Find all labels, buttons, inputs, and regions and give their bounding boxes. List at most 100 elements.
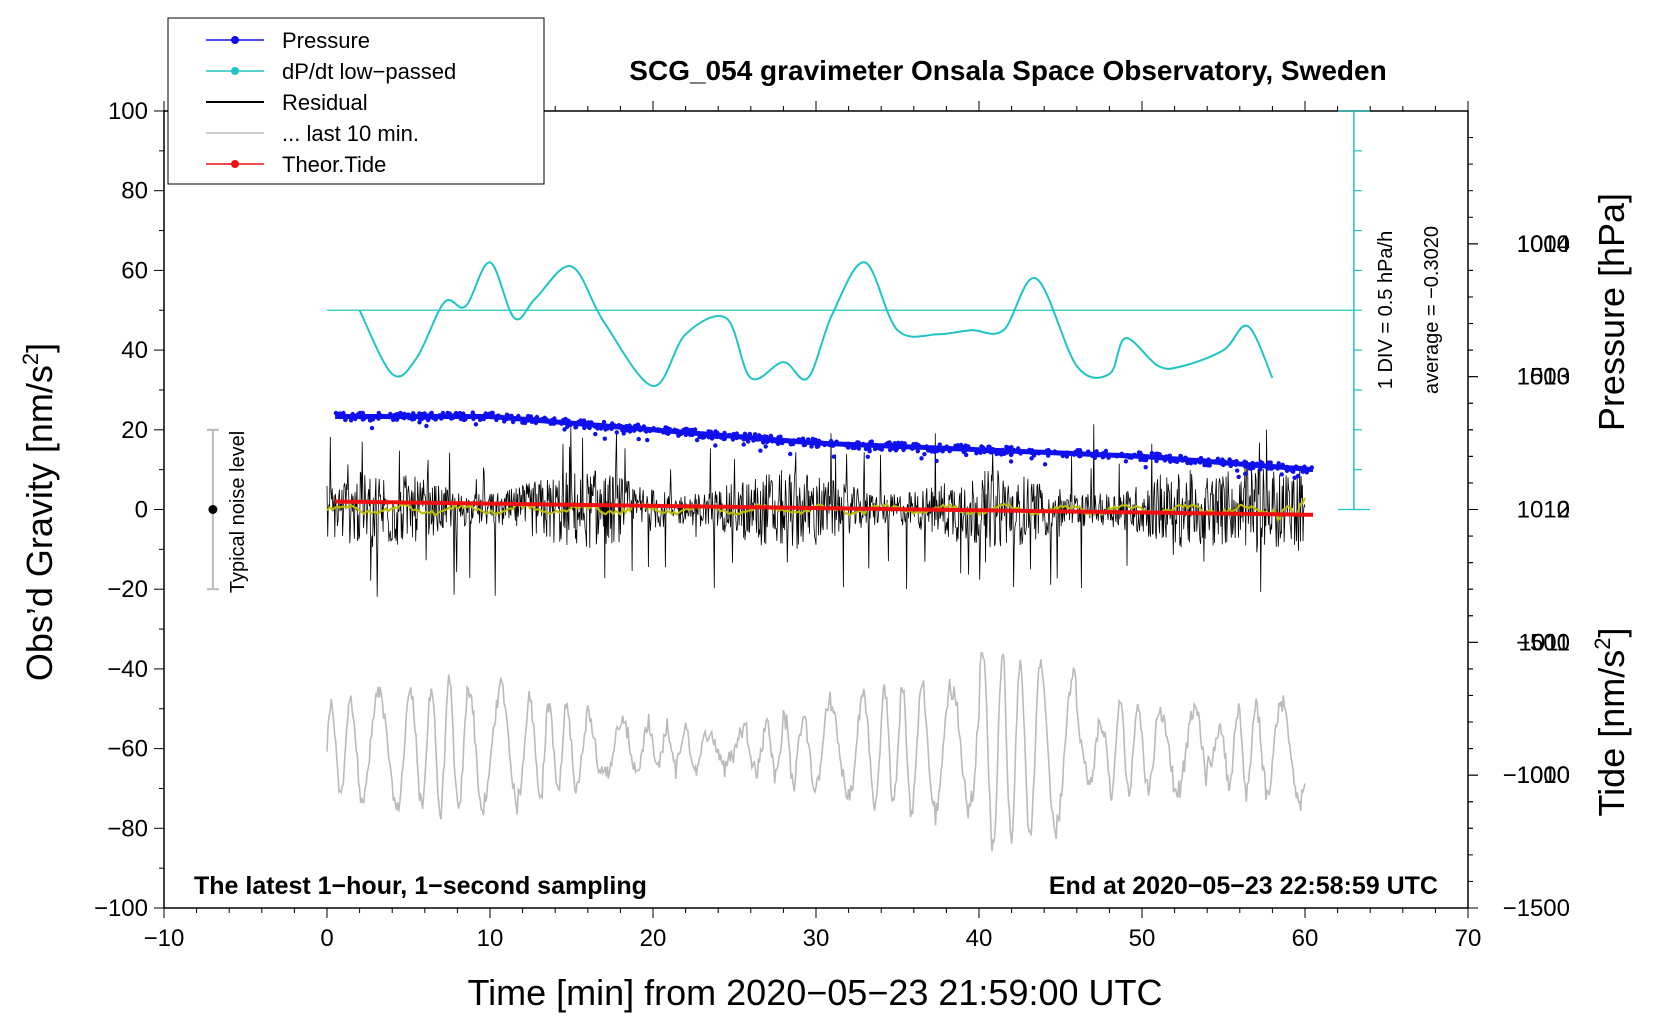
legend-label: Theor.Tide — [282, 152, 386, 177]
pressure-point — [865, 454, 870, 459]
pressure-point — [552, 416, 557, 421]
pressure-point — [810, 441, 815, 446]
pressure-point — [919, 456, 924, 461]
pressure-point — [883, 443, 889, 448]
pressure-point — [440, 410, 446, 416]
pressure-point — [872, 446, 878, 452]
pressure-point — [947, 449, 952, 454]
dpdt-scale-label: 1 DIV = 0.5 hPa/h — [1375, 231, 1397, 389]
legend-marker — [231, 160, 239, 168]
legend-item: Pressure — [206, 28, 370, 53]
y-tick-label: −60 — [107, 736, 148, 763]
pressure-point — [578, 419, 583, 425]
pressure-point — [1260, 460, 1265, 466]
y-axis-label-tide-sup: 2 — [1590, 638, 1615, 650]
pressure-point — [1096, 453, 1101, 458]
pressure-point — [1178, 454, 1184, 459]
pressure-point — [477, 417, 483, 422]
pressure-point — [641, 424, 647, 429]
pressure-point — [810, 436, 815, 442]
pressure-point — [1163, 454, 1168, 460]
pressure-point — [496, 413, 501, 418]
legend-marker — [231, 67, 239, 75]
pressure-point — [934, 458, 939, 464]
y-tick-label: 20 — [121, 417, 148, 444]
pressure-point — [753, 437, 758, 442]
pressure-point — [788, 438, 793, 443]
pressure-point — [425, 413, 431, 418]
pressure-point — [1123, 459, 1129, 464]
pressure-point — [1244, 464, 1250, 469]
pressure-point — [856, 446, 861, 451]
pressure-point — [609, 426, 614, 431]
pressure-point — [1228, 463, 1234, 469]
pressure-point — [758, 448, 763, 453]
pressure-point — [731, 431, 736, 437]
pressure-point — [1008, 452, 1014, 458]
pressure-point — [688, 430, 694, 436]
pressure-point — [958, 444, 963, 450]
pressure-point — [1002, 449, 1007, 455]
pressure-point — [953, 443, 958, 448]
pressure-point — [473, 422, 479, 427]
chart-title: SCG_054 gravimeter Onsala Space Observat… — [629, 55, 1386, 86]
y-tick-label: −100 — [94, 895, 148, 922]
pressure-tick-label: 1012 — [1517, 497, 1570, 524]
pressure-point — [565, 424, 570, 429]
pressure-point — [865, 446, 870, 451]
pressure-point — [826, 442, 831, 447]
pressure-point — [1034, 450, 1039, 455]
pressure-point — [926, 448, 931, 453]
y-tick-label: 80 — [121, 178, 148, 205]
pressure-point — [605, 426, 610, 431]
pressure-point — [801, 439, 806, 444]
pressure-point — [1114, 454, 1120, 459]
pressure-point — [399, 414, 404, 420]
y-tick-label: −40 — [107, 656, 148, 683]
pressure-point — [544, 417, 549, 422]
x-tick-label: 50 — [1129, 925, 1156, 952]
pressure-point — [999, 452, 1004, 457]
pressure-point — [1215, 456, 1221, 461]
pressure-point — [713, 429, 718, 434]
pressure-point — [573, 425, 578, 430]
pressure-point — [649, 427, 654, 433]
y-axis-label-left-text: Obs’d Gravity [nm/s — [19, 365, 60, 681]
pressure-point — [915, 449, 920, 454]
dpdt-average-label: average = −0.3020 — [1421, 226, 1443, 394]
pressure-point — [929, 449, 934, 454]
pressure-point — [1018, 451, 1023, 456]
pressure-point — [1052, 449, 1058, 454]
pressure-point — [797, 437, 802, 442]
pressure-point — [1149, 451, 1155, 456]
legend-item: ... last 10 min. — [206, 121, 419, 146]
tide-tick-label: −1000 — [1503, 762, 1570, 789]
pressure-point — [1016, 446, 1021, 451]
pressure-point — [1269, 466, 1274, 471]
pressure-point — [663, 427, 669, 432]
pressure-point — [964, 452, 969, 458]
pressure-point — [520, 420, 525, 425]
pressure-point — [1232, 460, 1237, 465]
pressure-point — [869, 439, 874, 444]
pressure-point — [708, 429, 714, 434]
pressure-point — [744, 437, 750, 442]
pressure-tick-label: 1013 — [1517, 364, 1570, 391]
legend-marker — [231, 36, 239, 44]
pressure-point — [1004, 446, 1010, 452]
pressure-point — [1294, 465, 1300, 470]
pressure-point — [1064, 454, 1070, 459]
legend: Pressure dP/dt low−passed Residual ... last… — [167, 17, 545, 185]
annotation-sampling: The latest 1−hour, 1−second sampling — [194, 872, 647, 900]
x-tick-label: 20 — [640, 925, 667, 952]
x-axis-label: Time [min] from 2020−05−23 21:59:00 UTC — [467, 972, 1162, 1013]
pressure-point — [1243, 471, 1248, 476]
pressure-point — [739, 434, 744, 439]
pressure-point — [1046, 453, 1051, 458]
y-axis-label-left: Obs’d Gravity [nm/s2] — [18, 343, 60, 681]
pressure-point — [943, 446, 949, 452]
pressure-point — [934, 446, 939, 451]
pressure-point — [694, 437, 700, 443]
pressure-point — [1022, 449, 1027, 454]
